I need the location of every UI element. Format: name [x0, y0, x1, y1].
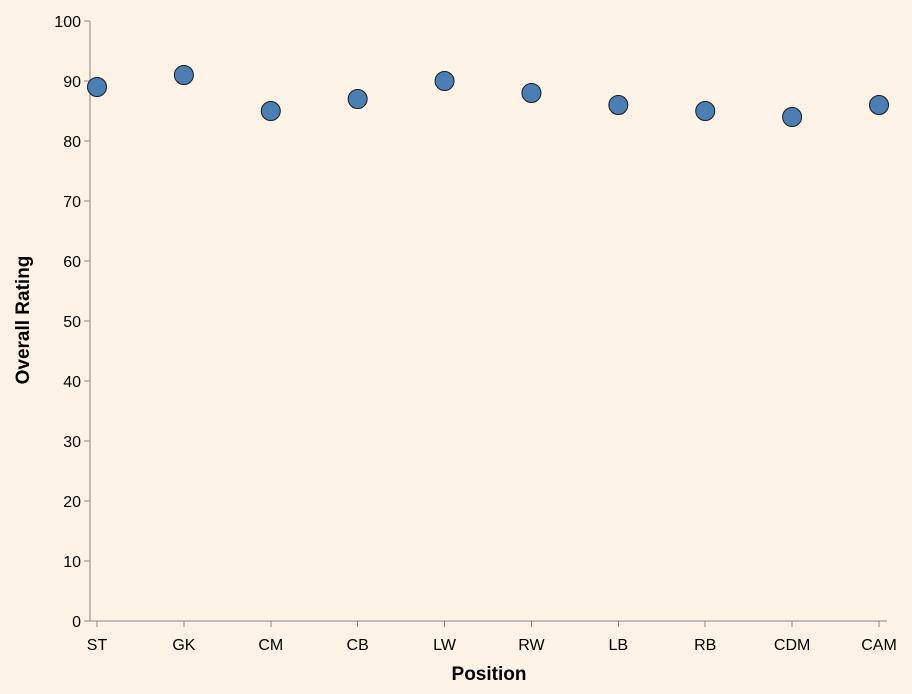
- x-tick-label: CB: [347, 637, 369, 654]
- x-tick-label: CAM: [861, 637, 897, 654]
- x-tick-label: GK: [172, 637, 195, 654]
- y-axis-title: Overall Rating: [13, 256, 34, 385]
- x-tick-label: RB: [694, 637, 716, 654]
- y-tick-label: 100: [54, 14, 81, 31]
- x-tick-label: LW: [433, 637, 457, 654]
- y-tick-label: 10: [63, 554, 81, 571]
- data-point-st: [87, 77, 107, 97]
- y-tick-label: 30: [63, 434, 81, 451]
- data-point-cam: [869, 95, 889, 115]
- data-points: [87, 65, 889, 127]
- data-point-cb: [347, 89, 368, 109]
- x-tick-label: CM: [258, 637, 283, 654]
- y-tick-label: 40: [63, 374, 81, 391]
- x-axis: ST GK CM CB LW RW LB RB CDM CAM: [87, 620, 897, 654]
- x-tick-label: RW: [518, 637, 545, 654]
- y-tick-label: 0: [72, 614, 81, 631]
- y-axis: 0 10 20 30 40 50 60 70 80 90 100: [54, 14, 91, 631]
- data-point-lw: [434, 71, 455, 91]
- data-point-lb: [608, 95, 629, 115]
- y-tick-label: 70: [63, 194, 81, 211]
- y-tick-label: 90: [63, 74, 81, 91]
- data-point-cm: [260, 101, 281, 121]
- y-tick-label: 60: [63, 254, 81, 271]
- data-point-gk: [173, 65, 194, 85]
- x-tick-label: CDM: [774, 637, 810, 654]
- data-point-cdm: [782, 107, 803, 127]
- data-point-rb: [695, 101, 716, 121]
- x-tick-label: ST: [87, 637, 108, 654]
- x-tick-label: LB: [609, 637, 629, 654]
- y-tick-label: 20: [63, 494, 81, 511]
- y-tick-label: 50: [63, 314, 81, 331]
- x-axis-title: Position: [452, 664, 527, 685]
- y-tick-label: 80: [63, 134, 81, 151]
- data-point-rw: [521, 83, 542, 103]
